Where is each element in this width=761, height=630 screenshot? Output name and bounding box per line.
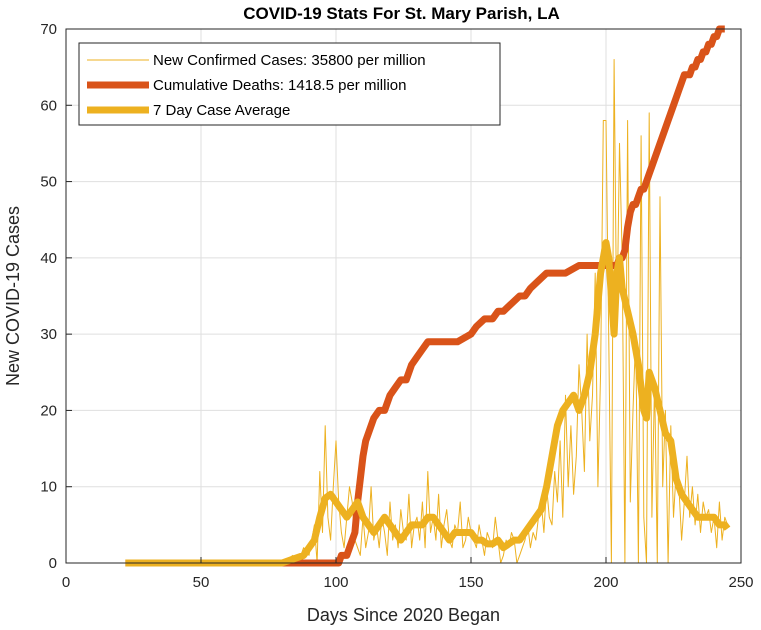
y-tick-label: 10 xyxy=(40,479,57,496)
y-tick-label: 30 xyxy=(40,326,57,343)
x-tick-label: 0 xyxy=(62,574,70,591)
x-tick-label: 100 xyxy=(323,574,348,591)
y-tick-label: 20 xyxy=(40,402,57,419)
x-axis: 0 50 100 150 200 250 xyxy=(62,557,754,591)
y-axis: 0 10 20 30 40 50 60 70 xyxy=(40,21,72,572)
series-layer xyxy=(125,25,731,567)
series-line-2 xyxy=(125,25,726,567)
y-tick-label: 0 xyxy=(49,555,57,572)
y-axis-label: New COVID-19 Cases xyxy=(3,206,23,386)
series-line-3 xyxy=(125,239,731,567)
x-tick-label: 250 xyxy=(728,574,753,591)
chart-title: COVID-19 Stats For St. Mary Parish, LA xyxy=(243,4,559,23)
y-tick-label: 50 xyxy=(40,174,57,191)
y-tick-label: 60 xyxy=(40,97,57,114)
x-axis-label: Days Since 2020 Began xyxy=(307,605,500,625)
plot-frame xyxy=(65,28,742,564)
y-tick-label: 70 xyxy=(40,21,57,38)
legend-label-1: New Confirmed Cases: 35800 per million xyxy=(153,52,426,69)
legend: New Confirmed Cases: 35800 per million Cu… xyxy=(78,42,501,126)
x-tick-label: 150 xyxy=(458,574,483,591)
legend-label-2: Cumulative Deaths: 1418.5 per million xyxy=(153,77,406,94)
legend-label-3: 7 Day Case Average xyxy=(153,102,290,119)
x-tick-label: 200 xyxy=(593,574,618,591)
legend-box xyxy=(78,42,501,126)
x-tick-label: 50 xyxy=(193,574,210,591)
y-tick-label: 40 xyxy=(40,250,57,267)
